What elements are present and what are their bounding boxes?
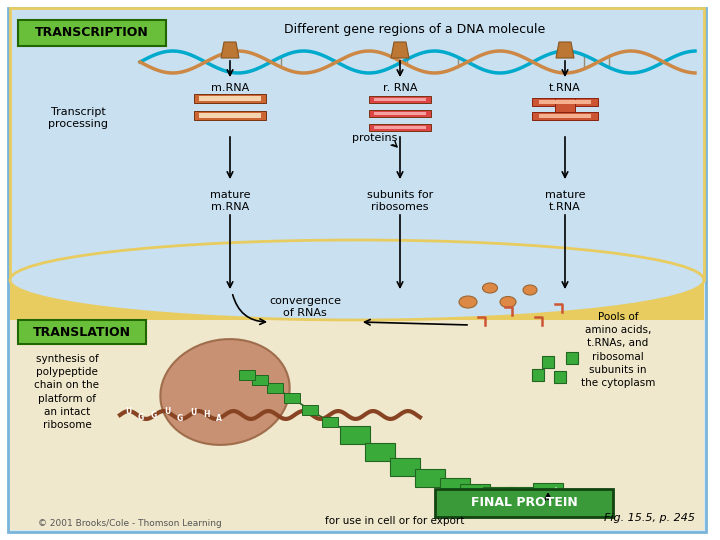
Text: Fig. 15.5, p. 245: Fig. 15.5, p. 245	[604, 513, 695, 523]
Bar	[533, 483, 563, 501]
Bar	[194, 94, 266, 103]
Text: G: G	[177, 414, 183, 423]
Bar	[390, 458, 420, 476]
Bar	[539, 114, 591, 118]
Text: for use in cell or for export: for use in cell or for export	[325, 516, 464, 526]
Bar	[507, 487, 537, 505]
Bar	[284, 393, 300, 403]
Bar	[532, 369, 544, 381]
Bar	[374, 112, 426, 115]
Bar	[539, 100, 591, 104]
Bar	[252, 375, 268, 385]
Ellipse shape	[161, 339, 289, 445]
Text: FINAL PROTEIN: FINAL PROTEIN	[471, 496, 577, 510]
Text: G: G	[151, 411, 157, 420]
Text: convergence
of RNAs: convergence of RNAs	[269, 296, 341, 318]
Bar	[415, 469, 445, 487]
Text: TRANSCRIPTION: TRANSCRIPTION	[35, 26, 149, 39]
Text: U: U	[125, 407, 131, 416]
Bar	[532, 112, 598, 120]
Bar	[365, 443, 395, 461]
Bar	[374, 126, 426, 129]
Text: TRANSLATION: TRANSLATION	[33, 326, 131, 339]
Text: t.RNA: t.RNA	[549, 83, 581, 93]
Bar	[10, 250, 704, 320]
Text: synthesis of
polypeptide
chain on the
platform of
an intact
ribosome: synthesis of polypeptide chain on the pl…	[35, 354, 99, 430]
Bar	[10, 280, 704, 530]
Text: proteins: proteins	[352, 133, 397, 143]
Bar	[199, 113, 261, 118]
Bar	[369, 124, 431, 131]
Bar	[554, 371, 566, 383]
Bar	[374, 98, 426, 101]
Bar	[199, 96, 261, 101]
Text: met: met	[536, 487, 559, 497]
Bar	[340, 426, 370, 444]
Text: Transcript
processing: Transcript processing	[48, 107, 108, 129]
Bar	[10, 8, 704, 280]
Text: Pools of
amino acids,
t.RNAs, and
ribosomal
subunits in
the cytoplasm: Pools of amino acids, t.RNAs, and riboso…	[581, 312, 655, 388]
Bar	[18, 320, 146, 344]
Text: G: G	[138, 413, 144, 422]
Ellipse shape	[500, 296, 516, 307]
Text: m.RNA: m.RNA	[211, 83, 249, 93]
Bar	[194, 111, 266, 120]
Text: Different gene regions of a DNA molecule: Different gene regions of a DNA molecule	[284, 24, 546, 37]
Ellipse shape	[482, 283, 498, 293]
Text: A: A	[216, 414, 222, 423]
Ellipse shape	[459, 296, 477, 308]
Bar	[555, 98, 575, 115]
Bar	[322, 417, 338, 427]
Text: © 2001 Brooks/Cole - Thomson Learning: © 2001 Brooks/Cole - Thomson Learning	[38, 519, 222, 529]
Bar	[460, 484, 490, 502]
Bar	[566, 352, 578, 364]
Ellipse shape	[10, 240, 704, 320]
Text: U: U	[190, 408, 196, 417]
Text: H: H	[203, 410, 210, 418]
Text: subunits for
ribosomes: subunits for ribosomes	[367, 190, 433, 212]
Polygon shape	[556, 42, 574, 58]
Bar	[435, 489, 613, 517]
Text: r. RNA: r. RNA	[383, 83, 418, 93]
Bar	[369, 110, 431, 117]
Polygon shape	[391, 42, 409, 58]
Text: U: U	[164, 407, 170, 416]
Text: gly: gly	[513, 491, 531, 501]
Bar	[532, 98, 598, 106]
Text: mature
m.RNA: mature m.RNA	[210, 190, 251, 212]
Bar	[302, 405, 318, 415]
Bar	[267, 383, 283, 393]
Bar	[369, 96, 431, 103]
Ellipse shape	[523, 285, 537, 295]
Bar	[440, 478, 470, 496]
Bar	[239, 370, 255, 380]
Text: ile: ile	[491, 491, 505, 501]
Bar	[542, 356, 554, 368]
Bar	[483, 487, 513, 505]
Polygon shape	[221, 42, 239, 58]
Text: mature
t.RNA: mature t.RNA	[545, 190, 585, 212]
Bar	[18, 20, 166, 46]
